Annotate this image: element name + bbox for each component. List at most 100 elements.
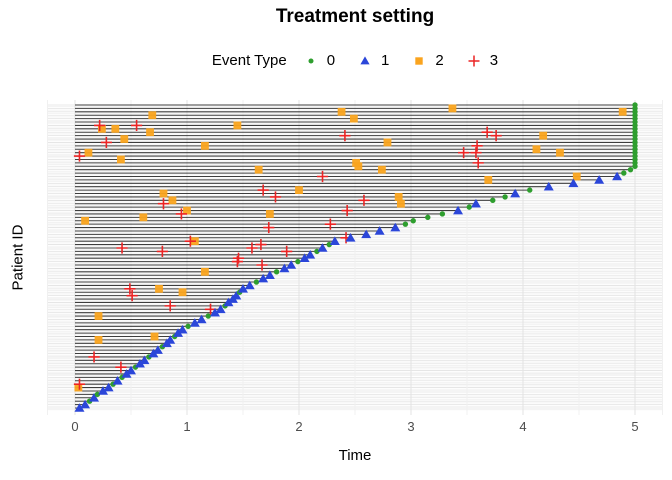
square-legend-key-icon xyxy=(415,56,424,65)
intermediate-event-marker xyxy=(124,283,136,295)
intermediate-event-marker xyxy=(148,111,157,120)
intermediate-event-marker xyxy=(265,210,274,218)
intermediate-event-marker xyxy=(183,206,191,215)
intermediate-event-marker xyxy=(257,184,269,196)
terminal-event-marker xyxy=(612,171,623,181)
terminal-event-marker xyxy=(439,211,446,217)
terminal-event-marker xyxy=(253,279,260,285)
intermediate-event-marker xyxy=(94,312,103,320)
intermediate-event-marker xyxy=(201,141,209,150)
intermediate-event-marker xyxy=(231,256,243,268)
x-tick-label: 5 xyxy=(631,419,639,434)
intermediate-event-marker xyxy=(349,114,358,123)
intermediate-event-marker xyxy=(532,145,541,154)
intermediate-event-marker xyxy=(117,155,125,164)
terminal-event-marker xyxy=(98,386,108,395)
terminal-event-marker xyxy=(568,178,579,188)
intermediate-event-marker xyxy=(94,119,106,132)
intermediate-event-marker xyxy=(233,121,242,130)
terminal-event-marker xyxy=(632,102,638,108)
intermediate-event-marker xyxy=(448,104,457,113)
terminal-event-marker xyxy=(627,166,634,173)
intermediate-event-marker xyxy=(97,124,106,133)
intermediate-event-marker xyxy=(377,165,386,174)
terminal-event-marker xyxy=(103,382,114,392)
terminal-event-marker xyxy=(329,236,340,245)
legend-item-label: 3 xyxy=(489,52,499,69)
terminal-event-marker xyxy=(470,198,481,208)
plot-title: Treatment setting xyxy=(275,6,435,27)
intermediate-event-marker xyxy=(116,242,128,254)
terminal-event-marker xyxy=(134,358,145,368)
intermediate-event-marker xyxy=(481,126,493,138)
intermediate-event-marker xyxy=(164,300,176,312)
terminal-event-marker xyxy=(210,307,220,317)
terminal-event-marker xyxy=(196,314,207,324)
terminal-event-marker xyxy=(74,403,85,412)
intermediate-event-marker xyxy=(88,351,100,363)
x-tick-label: 3 xyxy=(407,419,415,434)
terminal-event-marker xyxy=(410,218,416,224)
intermediate-event-marker xyxy=(295,186,303,195)
x-tick-label: 2 xyxy=(295,419,303,434)
terminal-event-marker xyxy=(273,269,280,275)
intermediate-event-marker xyxy=(94,336,103,344)
terminal-event-marker xyxy=(466,204,472,210)
x-tick-label: 4 xyxy=(519,419,527,434)
intermediate-event-marker xyxy=(150,332,159,341)
intermediate-event-marker xyxy=(73,150,86,162)
legend-item-0: 0 xyxy=(303,52,335,69)
intermediate-event-marker xyxy=(358,194,370,206)
terminal-event-marker xyxy=(189,318,200,327)
intermediate-event-marker xyxy=(73,378,86,390)
legend-item-label: 1 xyxy=(381,52,390,69)
intermediate-event-marker xyxy=(316,170,329,183)
terminal-event-marker xyxy=(94,391,101,398)
terminal-event-marker xyxy=(425,214,431,221)
legend-item-label: 0 xyxy=(326,52,336,69)
intermediate-event-marker xyxy=(255,238,267,251)
intermediate-event-marker xyxy=(341,204,353,217)
intermediate-event-marker xyxy=(470,147,482,159)
intermediate-event-marker xyxy=(484,175,493,184)
terminal-event-marker xyxy=(244,280,255,290)
terminal-event-marker xyxy=(126,365,136,375)
plus-legend-key-icon xyxy=(468,55,480,66)
intermediate-event-marker xyxy=(157,198,170,210)
terminal-event-marker xyxy=(361,229,372,239)
legend-item-label: 2 xyxy=(435,52,444,69)
x-axis-ticks: 0 1 2 3 4 5 xyxy=(0,419,672,435)
terminal-event-marker xyxy=(279,263,290,273)
intermediate-event-marker xyxy=(539,131,548,140)
intermediate-event-marker xyxy=(100,136,112,149)
terminal-event-marker xyxy=(543,181,554,191)
intermediate-event-marker xyxy=(263,221,275,234)
legend-items: 0 1 2 3 xyxy=(303,52,498,69)
plot-panel xyxy=(47,100,663,415)
intermediate-event-marker xyxy=(394,193,403,201)
terminal-event-marker xyxy=(299,253,310,263)
x-tick-label: 0 xyxy=(71,419,79,434)
intermediate-event-marker xyxy=(490,130,502,142)
terminal-event-marker xyxy=(345,232,356,242)
terminal-event-marker xyxy=(326,241,332,248)
terminal-event-marker xyxy=(139,355,150,365)
intermediate-event-marker xyxy=(383,138,392,147)
intermediate-event-marker xyxy=(178,288,187,297)
terminal-event-marker xyxy=(215,304,226,314)
intermediate-event-marker xyxy=(397,199,405,208)
intermediate-event-marker xyxy=(339,130,351,142)
intermediate-event-marker xyxy=(131,119,143,132)
intermediate-event-marker xyxy=(618,107,627,116)
intermediate-event-marker xyxy=(471,140,483,152)
intermediate-event-marker xyxy=(111,124,120,133)
terminal-event-marker xyxy=(314,248,320,255)
intermediate-event-marker xyxy=(254,165,263,174)
triangle-legend-key-icon xyxy=(360,55,370,64)
intermediate-event-marker xyxy=(155,284,163,293)
circle-legend-key-icon xyxy=(308,58,314,63)
intermediate-event-marker xyxy=(337,107,346,116)
intermediate-event-marker xyxy=(572,172,581,181)
terminal-event-marker xyxy=(185,323,191,329)
